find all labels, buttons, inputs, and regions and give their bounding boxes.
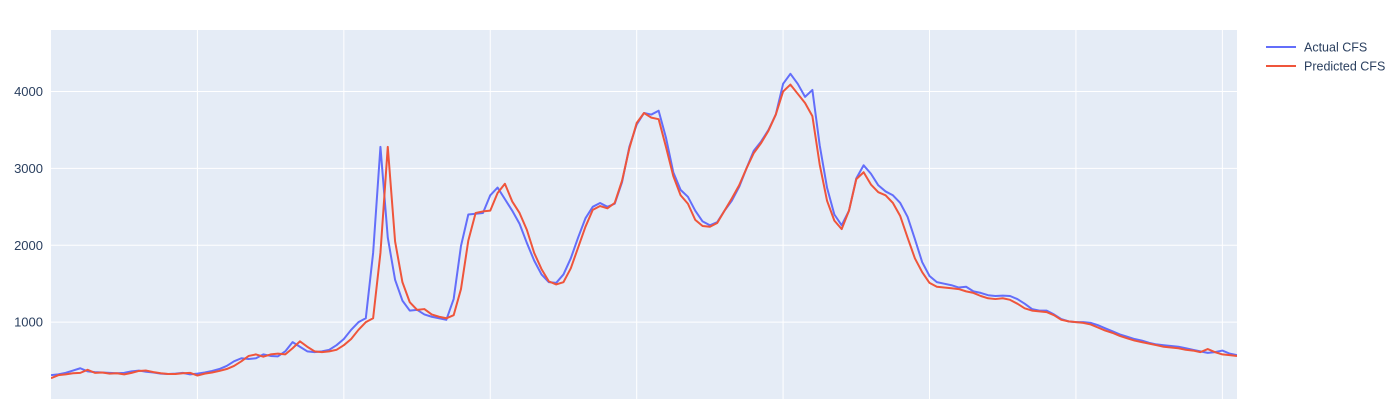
series-lines xyxy=(51,72,1237,380)
y-tick-label: 1000 xyxy=(14,315,43,330)
series-line-predicted-cfs xyxy=(51,83,1237,380)
grid-lines xyxy=(51,30,1237,399)
y-tick-label: 2000 xyxy=(14,238,43,253)
legend-item-predicted-cfs[interactable]: Predicted CFS xyxy=(1266,60,1385,74)
legend-item-actual-cfs[interactable]: Actual CFS xyxy=(1266,41,1367,55)
y-axis-tick-labels: 1000 2000 3000 4000 xyxy=(14,84,43,330)
legend[interactable]: Actual CFS Predicted CFS xyxy=(1266,41,1385,74)
plot-background xyxy=(51,30,1237,399)
y-tick-label: 4000 xyxy=(14,84,43,99)
legend-label: Predicted CFS xyxy=(1304,60,1385,74)
y-tick-label: 3000 xyxy=(14,161,43,176)
legend-label: Actual CFS xyxy=(1304,41,1367,55)
